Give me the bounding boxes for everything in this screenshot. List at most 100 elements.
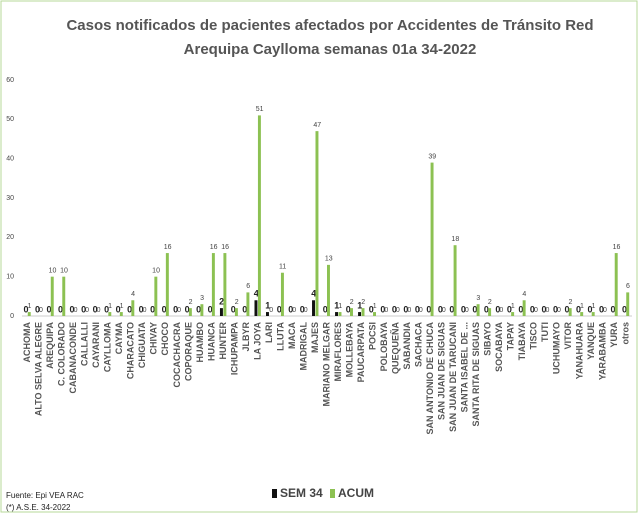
data-label: 0 bbox=[384, 307, 388, 314]
x-tick-label: SAN JUAN DE SIGUAS bbox=[436, 322, 446, 420]
data-label: 39 bbox=[428, 153, 436, 160]
bar bbox=[580, 312, 584, 316]
data-label: 1 bbox=[580, 303, 584, 310]
data-label: 0 bbox=[185, 304, 190, 314]
data-label: 0 bbox=[150, 304, 155, 314]
x-tick-label: QUEQUEÑA bbox=[390, 322, 400, 375]
x-tick-label: C. COLORADO bbox=[57, 322, 67, 386]
x-tick-label: YARABAMBA bbox=[598, 322, 608, 381]
bar bbox=[223, 253, 227, 316]
data-label: 0 bbox=[530, 304, 535, 314]
data-label: 2 bbox=[568, 299, 572, 306]
x-tick-label: CHARACATO bbox=[126, 322, 136, 379]
x-tick-label: SIBAYO bbox=[483, 322, 493, 356]
data-label: 10 bbox=[152, 268, 160, 275]
x-tick-label: CHIGUATA bbox=[137, 322, 147, 369]
data-label: 2 bbox=[350, 299, 354, 306]
data-label: 0 bbox=[300, 304, 305, 314]
data-label: 0 bbox=[587, 304, 592, 314]
data-label: 0 bbox=[557, 307, 561, 314]
bar bbox=[188, 308, 192, 316]
data-label: 1 bbox=[357, 300, 362, 310]
data-label: 0 bbox=[396, 307, 400, 314]
x-tick-label: MACA bbox=[287, 322, 297, 349]
y-tick-label: 20 bbox=[6, 234, 14, 241]
data-label: 0 bbox=[277, 304, 282, 314]
x-tick-label: TUTI bbox=[540, 322, 550, 342]
x-tick-label: LARI bbox=[264, 322, 274, 343]
data-label: 16 bbox=[221, 244, 229, 251]
data-label: 1 bbox=[108, 303, 112, 310]
x-tick-label: SAN JUAN DE TARUCANI bbox=[448, 322, 458, 432]
data-label: 0 bbox=[104, 304, 109, 314]
data-label: 13 bbox=[325, 256, 333, 263]
data-label: 0 bbox=[403, 304, 408, 314]
data-label: 0 bbox=[346, 304, 351, 314]
data-label: 0 bbox=[24, 304, 29, 314]
data-label: 0 bbox=[484, 304, 489, 314]
x-tick-label: CABANACONDE bbox=[68, 322, 78, 394]
bar bbox=[358, 312, 362, 316]
data-label: 4 bbox=[522, 291, 526, 298]
legend-label: ACUM bbox=[338, 486, 374, 500]
y-tick-label: 10 bbox=[6, 274, 14, 281]
x-tick-label: SANTA ISABEL DE ... bbox=[459, 322, 469, 412]
x-tick-label: MARIANO MELGAR bbox=[321, 322, 331, 407]
data-label: 0 bbox=[127, 304, 132, 314]
data-label: 0 bbox=[438, 304, 443, 314]
data-label: 0 bbox=[162, 304, 167, 314]
data-label: 0 bbox=[39, 307, 43, 314]
x-tick-label: SACHACA bbox=[413, 321, 423, 367]
data-label: 0 bbox=[553, 304, 558, 314]
x-tick-label: YANQUE bbox=[586, 322, 596, 360]
data-label: 0 bbox=[58, 304, 63, 314]
bar bbox=[219, 308, 223, 316]
bar bbox=[266, 312, 269, 316]
x-tick-label: VITOR bbox=[563, 322, 573, 350]
data-label: 16 bbox=[164, 244, 172, 251]
bar bbox=[154, 276, 158, 316]
bar bbox=[453, 245, 457, 316]
x-tick-label: AREQUIPA bbox=[45, 322, 55, 369]
bar bbox=[430, 162, 434, 316]
x-tick-label: JLBYR bbox=[241, 322, 251, 352]
data-label: 4 bbox=[131, 291, 135, 298]
bar bbox=[312, 300, 315, 316]
data-label: 0 bbox=[74, 307, 78, 314]
y-tick-label: 50 bbox=[6, 116, 14, 123]
x-tick-label: TISCO bbox=[529, 322, 539, 350]
data-label: 16 bbox=[613, 244, 621, 251]
bar bbox=[522, 300, 526, 316]
data-label: 0 bbox=[292, 307, 296, 314]
chart-title: Casos notificados de pacientes afectados… bbox=[66, 17, 593, 34]
data-label: 0 bbox=[304, 307, 308, 314]
y-tick-label: 30 bbox=[6, 195, 14, 202]
data-label: 0 bbox=[85, 307, 89, 314]
x-tick-label: COCACHACRA bbox=[172, 322, 182, 388]
data-label: 0 bbox=[495, 304, 500, 314]
data-label: 0 bbox=[541, 304, 546, 314]
data-label: 0 bbox=[611, 304, 616, 314]
x-tick-label: SABANDIA bbox=[402, 322, 412, 370]
data-label: 0 bbox=[242, 304, 247, 314]
bar bbox=[257, 115, 261, 317]
data-label: 0 bbox=[461, 304, 466, 314]
bar bbox=[626, 292, 630, 316]
bar bbox=[361, 308, 365, 316]
x-tick-label: CAYARANI bbox=[91, 322, 101, 368]
bar bbox=[373, 312, 376, 316]
x-tick-label: CHOCO bbox=[160, 322, 170, 356]
x-tick-label: LLUTA bbox=[275, 322, 285, 351]
bar bbox=[62, 276, 66, 316]
data-label: 11 bbox=[279, 264, 286, 271]
data-label: 1 bbox=[120, 303, 124, 310]
data-label: 0 bbox=[564, 304, 569, 314]
data-label: 1 bbox=[265, 300, 270, 310]
x-tick-label: MAJES bbox=[310, 322, 320, 353]
data-label: 0 bbox=[407, 307, 411, 314]
bar bbox=[327, 264, 330, 316]
x-tick-label: HUNTER bbox=[218, 322, 228, 360]
y-tick-label: 0 bbox=[10, 313, 14, 320]
